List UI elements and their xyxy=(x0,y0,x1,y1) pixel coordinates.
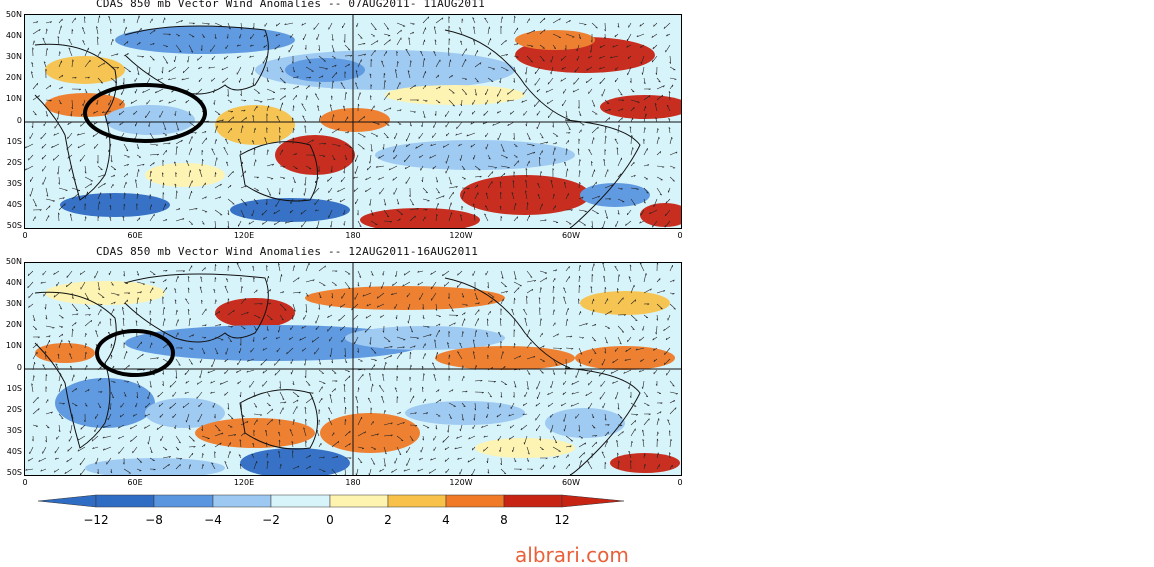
watermark-text: albrari.com xyxy=(515,543,629,567)
lat-label: 50S xyxy=(0,468,22,477)
lat-label: 30N xyxy=(0,299,22,308)
anomaly-region xyxy=(320,413,420,453)
map-panel-1: CDAS 850 mb Vector Wind Anomalies -- 07A… xyxy=(0,0,700,245)
anomaly-region xyxy=(215,105,295,145)
lat-label: 20S xyxy=(0,405,22,414)
lon-label: 120W xyxy=(449,231,472,240)
colorbar-label: 4 xyxy=(442,513,450,527)
colorbar-label: −8 xyxy=(145,513,163,527)
anomaly-region xyxy=(580,291,670,315)
colorbar-segment xyxy=(504,495,562,507)
lat-label: 10S xyxy=(0,384,22,393)
lat-label: 40S xyxy=(0,200,22,209)
lat-label: 20N xyxy=(0,73,22,82)
anomaly-region xyxy=(405,401,525,425)
panel-title: CDAS 850 mb Vector Wind Anomalies -- 12A… xyxy=(96,245,478,258)
lat-label: 0 xyxy=(0,116,22,125)
colorbar-label: −4 xyxy=(204,513,222,527)
anomaly-region xyxy=(195,418,315,448)
wind-anomaly-map xyxy=(24,14,682,229)
colorbar-segment xyxy=(96,495,154,507)
map-canvas xyxy=(25,15,681,228)
colorbar-label: 0 xyxy=(326,513,334,527)
anomaly-region xyxy=(275,135,355,175)
colorbar-label: 12 xyxy=(554,513,569,527)
anomaly-region xyxy=(60,193,170,217)
colorbar-segment xyxy=(271,495,330,507)
colorbar-segment xyxy=(213,495,271,507)
panel-title: CDAS 850 mb Vector Wind Anomalies -- 07A… xyxy=(96,0,485,10)
colorbar-label: 2 xyxy=(384,513,392,527)
lat-label: 10S xyxy=(0,137,22,146)
map-panel-2: CDAS 850 mb Vector Wind Anomalies -- 12A… xyxy=(0,245,700,490)
lon-label: 60W xyxy=(562,231,580,240)
colorbar-segment xyxy=(388,495,446,507)
map-canvas xyxy=(25,263,681,475)
colorbar-label: −12 xyxy=(83,513,108,527)
colorbar-arrow-right xyxy=(562,495,624,507)
anomaly-region xyxy=(515,30,595,50)
anomaly-region xyxy=(575,346,675,370)
colorbar: −12 −8 −4 −2 0 2 4 8 12 xyxy=(38,493,628,533)
lat-label: 20N xyxy=(0,320,22,329)
anomaly-region xyxy=(320,108,390,132)
lat-label: 40N xyxy=(0,31,22,40)
lat-label: 20S xyxy=(0,158,22,167)
colorbar-label: 8 xyxy=(500,513,508,527)
lon-label: 120W xyxy=(449,478,472,487)
colorbar-label: −2 xyxy=(262,513,280,527)
colorbar-segment xyxy=(154,495,213,507)
lon-label: 0 xyxy=(22,478,27,487)
lon-label: 120E xyxy=(234,231,254,240)
anomaly-region xyxy=(55,378,155,428)
colorbar-svg xyxy=(38,493,628,513)
lat-label: 10N xyxy=(0,94,22,103)
colorbar-segment xyxy=(330,495,388,507)
colorbar-segment xyxy=(446,495,504,507)
anomaly-region xyxy=(475,438,575,458)
lon-label: 180 xyxy=(345,231,360,240)
lat-label: 10N xyxy=(0,341,22,350)
lon-label: 0 xyxy=(677,231,682,240)
anomaly-region xyxy=(385,85,525,105)
anomaly-region xyxy=(215,298,295,328)
lat-label: 50S xyxy=(0,221,22,230)
lon-label: 180 xyxy=(345,478,360,487)
lat-label: 30N xyxy=(0,52,22,61)
lon-label: 60W xyxy=(562,478,580,487)
lat-label: 50N xyxy=(0,257,22,266)
lat-label: 40S xyxy=(0,447,22,456)
lon-label: 60E xyxy=(127,478,142,487)
anomaly-region xyxy=(580,183,650,207)
lon-label: 0 xyxy=(677,478,682,487)
lon-label: 120E xyxy=(234,478,254,487)
lon-label: 60E xyxy=(127,231,142,240)
lat-label: 40N xyxy=(0,278,22,287)
wind-anomaly-map xyxy=(24,262,682,476)
colorbar-arrow-left xyxy=(38,495,96,507)
lat-label: 50N xyxy=(0,10,22,19)
lat-label: 0 xyxy=(0,363,22,372)
anomaly-region xyxy=(345,326,505,350)
anomaly-region xyxy=(460,175,590,215)
lat-label: 30S xyxy=(0,179,22,188)
anomaly-region xyxy=(105,105,195,135)
anomaly-region xyxy=(145,163,225,187)
lat-label: 30S xyxy=(0,426,22,435)
lon-label: 0 xyxy=(22,231,27,240)
